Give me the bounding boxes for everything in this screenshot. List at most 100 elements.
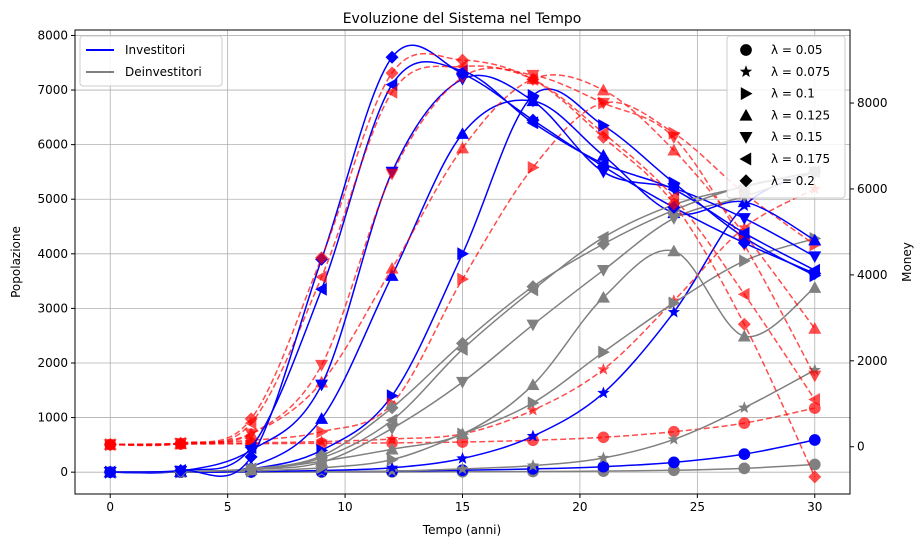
investitori-point — [385, 269, 399, 281]
investitori-point — [598, 119, 610, 133]
investitori-point — [597, 386, 610, 399]
investitori-point — [526, 429, 540, 442]
deinvestitori-point — [385, 442, 399, 455]
legend-entry-label: λ = 0.15 — [771, 130, 823, 144]
y-tick-label: 4000 — [37, 247, 68, 261]
deinvestitori-point — [808, 281, 822, 293]
deinvestitori-point — [596, 264, 610, 277]
investitori-point — [315, 379, 329, 392]
deinvestitori-point — [667, 213, 681, 225]
investitori-point — [315, 282, 327, 296]
money-point — [244, 412, 258, 426]
deinvestitori-point — [386, 453, 399, 467]
y2-tick-label: 8000 — [857, 96, 888, 110]
money-point — [456, 53, 469, 67]
money-point — [244, 428, 258, 441]
deinvestitori-point — [738, 462, 751, 475]
investitori-point — [456, 452, 469, 464]
deinvestitori-point — [808, 458, 821, 471]
deinvestitori-point — [667, 244, 681, 257]
x-tick-label: 15 — [455, 500, 470, 514]
axes: 0 5 10 15 20 25 30 0 1000 2000 3000 4000 5000 6000 700… — [37, 28, 887, 514]
money-point — [596, 83, 610, 96]
investitori-point — [103, 465, 117, 479]
legend-box — [726, 35, 846, 199]
deinvestitori-point — [456, 427, 469, 440]
chart-title: Evoluzione del Sistema nel Tempo — [343, 11, 582, 27]
legend-box — [79, 35, 223, 87]
investitori-point — [174, 464, 188, 478]
legend-marker-swatch — [739, 108, 753, 121]
deinvestitori-point — [808, 363, 821, 376]
money-point — [667, 132, 681, 144]
money-point — [315, 435, 328, 447]
deinvestitori-point — [385, 401, 399, 415]
legend-entry-label: λ = 0.1 — [771, 87, 815, 101]
money-point — [808, 392, 820, 406]
legend-entry-label: λ = 0.2 — [771, 174, 815, 188]
legend-marker-swatch — [740, 87, 753, 101]
money-point — [737, 287, 750, 301]
investitori-point — [456, 127, 469, 139]
legend-marker-swatch — [739, 152, 752, 166]
money-point — [737, 317, 751, 331]
x-tick-label: 10 — [337, 500, 352, 514]
x-tick-label: 0 — [106, 500, 114, 514]
deinvestitori-point — [526, 280, 540, 294]
y-tick-label: 2000 — [37, 356, 68, 370]
money-point — [667, 197, 681, 211]
y2-tick-label: 0 — [857, 440, 865, 454]
money-point — [668, 425, 680, 438]
investitori-point — [737, 226, 750, 240]
y-tick-label: 6000 — [37, 138, 68, 152]
deinvestitori-point — [738, 401, 751, 414]
investitori-point — [667, 305, 681, 318]
y2-axis-label: Money — [900, 242, 914, 282]
deinvestitori-point — [315, 449, 329, 463]
money-point — [738, 417, 751, 429]
money-point — [667, 143, 681, 156]
investitori-point — [315, 412, 329, 424]
investitori-point — [808, 434, 821, 446]
deinvestitori-point — [597, 451, 610, 464]
y-tick-label: 3000 — [37, 301, 68, 315]
x-tick-label: 5 — [224, 500, 232, 514]
investitori-point — [808, 233, 822, 246]
investitori-point — [456, 67, 469, 81]
deinvestitori-point — [598, 345, 610, 359]
investitori-line — [110, 60, 816, 474]
y-tick-label: 0 — [60, 465, 68, 479]
x-tick-label: 30 — [807, 500, 822, 514]
deinvestitori-point — [596, 290, 610, 303]
deinvestitori-point — [244, 462, 258, 476]
deinvestitori-point — [596, 237, 610, 251]
money-point — [596, 97, 610, 110]
y-tick-label: 7000 — [37, 83, 68, 97]
investitori-point — [526, 95, 540, 108]
money-point — [526, 403, 540, 416]
legend-marker-swatch — [739, 132, 753, 144]
money-point — [315, 251, 329, 265]
money-point — [103, 438, 117, 452]
money-point — [597, 362, 610, 375]
deinvestitori-point — [737, 329, 751, 342]
deinvestitori-point — [667, 432, 681, 445]
investitori-point — [385, 461, 399, 474]
money-point — [385, 261, 399, 274]
money-point — [527, 160, 540, 174]
legend-series-type: Investitori Deinvestitori — [79, 35, 223, 87]
investitori-point — [526, 113, 540, 127]
investitori-point — [596, 149, 610, 161]
money-point — [738, 221, 751, 233]
deinvestitori-point — [526, 378, 540, 391]
investitori-point — [385, 50, 399, 64]
money-point — [456, 141, 469, 154]
legend-lambda: λ = 0.05 λ = 0.075 λ = 0.1 λ = 0.125 λ = 0.1… — [726, 35, 846, 199]
money-point — [596, 130, 610, 144]
money-point — [174, 436, 188, 450]
money-point — [526, 72, 540, 86]
legend-entry-label: λ = 0.125 — [771, 108, 830, 122]
legend-marker-swatch — [739, 65, 753, 78]
money-point — [808, 370, 822, 383]
deinvestitori-point — [526, 319, 540, 332]
